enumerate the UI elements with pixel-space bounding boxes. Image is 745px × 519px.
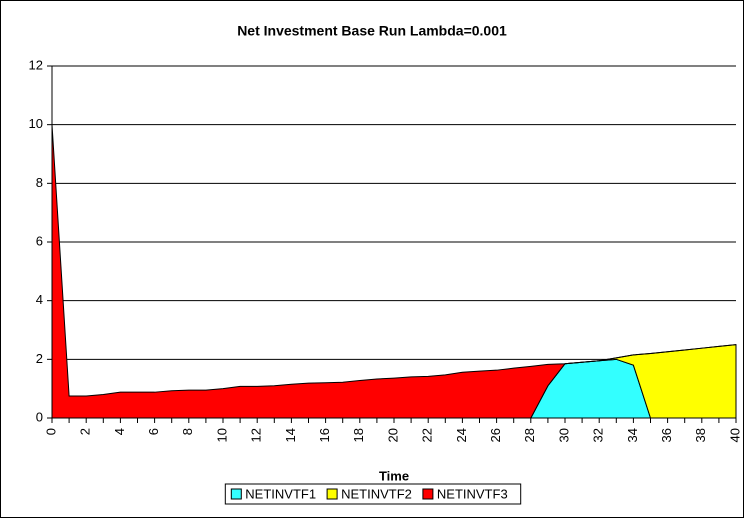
legend-box [224,483,522,505]
chart-title: Net Investment Base Run Lambda=0.001 [237,23,507,39]
legend-swatch [422,488,434,500]
y-tick-label: 4 [36,292,43,307]
x-tick-label: 20 [385,428,400,442]
x-tick-label: 40 [727,428,742,442]
legend-label: NETINVTF2 [341,486,412,501]
x-tick-label: 0 [43,428,58,435]
y-tick-label: 2 [36,351,43,366]
x-tick-label: 22 [420,428,435,442]
x-tick-label: 16 [317,428,332,442]
x-tick-label: 28 [522,428,537,442]
x-tick-label: 2 [78,428,93,435]
legend-label: NETINVTF1 [245,486,316,501]
legend-swatch [326,488,338,500]
x-tick-label: 30 [556,428,571,442]
y-tick-label: 12 [29,57,43,72]
legend-swatch [230,488,242,500]
x-tick-label: 32 [591,428,606,442]
x-tick-label: 10 [214,428,229,442]
x-tick-label: 14 [283,428,298,442]
x-tick-label: 8 [180,428,195,435]
x-tick-label: 34 [625,428,640,442]
y-tick-label: 6 [36,233,43,248]
y-tick-label: 8 [36,175,43,190]
x-tick-label: 6 [146,428,161,435]
y-tick-label: 0 [36,409,43,424]
x-tick-label: 38 [693,428,708,442]
x-tick-label: 4 [112,428,127,435]
x-tick-label: 12 [249,428,264,442]
x-tick-label: 26 [488,428,503,442]
x-axis-title: Time [379,468,409,483]
x-tick-label: 36 [659,428,674,442]
x-tick-label: 24 [454,428,469,442]
legend-label: NETINVTF3 [437,486,508,501]
y-tick-label: 10 [29,116,43,131]
x-tick-label: 18 [351,428,366,442]
